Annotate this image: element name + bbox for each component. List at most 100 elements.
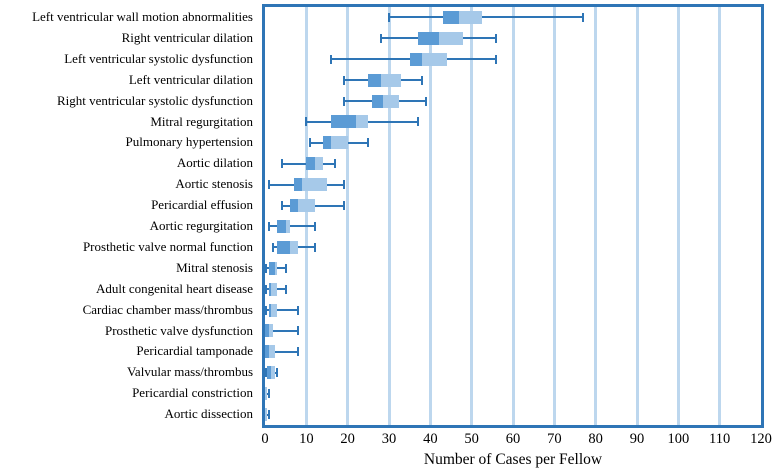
plot-area — [262, 4, 764, 428]
box-q1-median — [277, 240, 290, 254]
box-median-q3 — [289, 240, 299, 254]
box-q1-median — [265, 345, 270, 359]
box-q1-median — [289, 199, 299, 213]
box-median-q3 — [438, 31, 464, 45]
whisker-line — [265, 350, 299, 353]
box-median-q3 — [302, 178, 327, 192]
box-q1-median — [322, 136, 332, 150]
category-label: Pulmonary hypertension — [125, 134, 253, 150]
category-label: Pericardial tamponade — [136, 343, 253, 359]
box-q1-median — [331, 115, 356, 129]
box-median-q3 — [355, 115, 369, 129]
whisker-cap-min — [342, 75, 345, 85]
gridline-10 — [304, 7, 308, 425]
whisker-cap-max — [268, 389, 271, 399]
whisker-cap-min — [309, 138, 312, 148]
category-label: Aortic dilation — [176, 155, 253, 171]
box-median-q3 — [269, 345, 276, 359]
box-median-q3 — [422, 52, 447, 66]
whisker-cap-max — [297, 326, 300, 336]
box-q1-median — [269, 303, 272, 317]
whisker-cap-min — [342, 96, 345, 106]
box-median-q3 — [382, 94, 400, 108]
category-label: Pericardial constriction — [132, 385, 253, 401]
whisker-cap-max — [425, 96, 428, 106]
gridline-20 — [346, 7, 350, 425]
box-median-q3 — [271, 303, 278, 317]
whisker-cap-min — [268, 221, 271, 231]
whisker-cap-min — [265, 263, 267, 273]
gridline-110 — [718, 7, 722, 425]
x-tick-label: 40 — [423, 431, 438, 447]
box-median-q3 — [298, 199, 315, 213]
whisker-line — [269, 225, 315, 228]
box-median-q3 — [269, 324, 274, 338]
box-median-q3 — [265, 387, 268, 401]
box-median-q3 — [331, 136, 348, 150]
x-tick-label: 120 — [750, 431, 772, 447]
whisker-cap-max — [342, 201, 345, 211]
box-q1-median — [269, 282, 272, 296]
whisker-cap-max — [495, 33, 498, 43]
whisker-cap-max — [284, 263, 287, 273]
whisker-cap-min — [388, 12, 390, 22]
category-label: Pericardial effusion — [151, 197, 253, 213]
whisker-cap-max — [582, 12, 585, 22]
whisker-line — [265, 392, 270, 395]
whisker-cap-max — [313, 221, 316, 231]
gridline-40 — [428, 7, 432, 425]
box-median-q3 — [285, 219, 290, 233]
x-tick-label: 60 — [505, 431, 521, 447]
whisker-cap-max — [268, 410, 271, 420]
whisker-cap-min — [265, 368, 267, 378]
category-label: Left ventricular wall motion abnormaliti… — [32, 9, 253, 24]
whisker-cap-max — [334, 159, 337, 169]
box-median-q3 — [459, 10, 482, 24]
box-q1-median — [265, 324, 270, 338]
category-label: Aortic stenosis — [175, 176, 253, 192]
whisker-line — [389, 16, 584, 19]
whisker-cap-max — [284, 284, 287, 294]
category-label: Valvular mass/thrombus — [126, 364, 253, 380]
category-label: Right ventricular dilation — [121, 29, 253, 45]
box-q1-median — [372, 94, 383, 108]
whisker-cap-max — [297, 305, 300, 315]
whisker-cap-max — [495, 54, 498, 64]
whisker-cap-max — [313, 242, 316, 252]
whisker-cap-min — [265, 284, 267, 294]
gridline-30 — [387, 7, 391, 425]
box-median-q3 — [314, 157, 323, 171]
category-label: Prosthetic valve dysfunction — [104, 322, 253, 338]
x-tick-label: 100 — [667, 431, 690, 447]
x-tick-label: 50 — [464, 431, 479, 447]
category-label: Left ventricular dilation — [128, 71, 253, 87]
gridline-50 — [470, 7, 474, 425]
gridline-60 — [511, 7, 515, 425]
category-label: Prosthetic valve normal function — [82, 238, 253, 254]
category-label: Mitral stenosis — [176, 259, 253, 275]
box-median-q3 — [380, 73, 402, 87]
whisker-cap-min — [280, 159, 283, 169]
gridline-70 — [552, 7, 556, 425]
category-labels: Left ventricular wall motion abnormaliti… — [0, 0, 253, 432]
whisker-cap-min — [280, 201, 283, 211]
whisker-line — [265, 309, 299, 312]
gridline-80 — [594, 7, 598, 425]
category-label: Left ventricular systolic dysfunction — [64, 50, 253, 66]
gridline-100 — [676, 7, 680, 425]
whisker-cap-min — [330, 54, 333, 64]
box-median-q3 — [271, 282, 278, 296]
category-label: Cardiac chamber mass/thrombus — [82, 301, 253, 317]
whisker-line — [265, 413, 270, 416]
category-label: Aortic dissection — [164, 406, 253, 422]
whisker-cap-min — [379, 33, 382, 43]
whisker-line — [265, 329, 299, 332]
box-q1-median — [277, 219, 286, 233]
whisker-cap-max — [367, 138, 370, 148]
whisker-cap-min — [305, 117, 308, 127]
category-label: Right ventricular systolic dysfunction — [56, 92, 253, 108]
category-label: Mitral regurgitation — [150, 113, 253, 129]
whisker-cap-min — [265, 305, 267, 315]
x-tick-label: 30 — [381, 431, 397, 447]
